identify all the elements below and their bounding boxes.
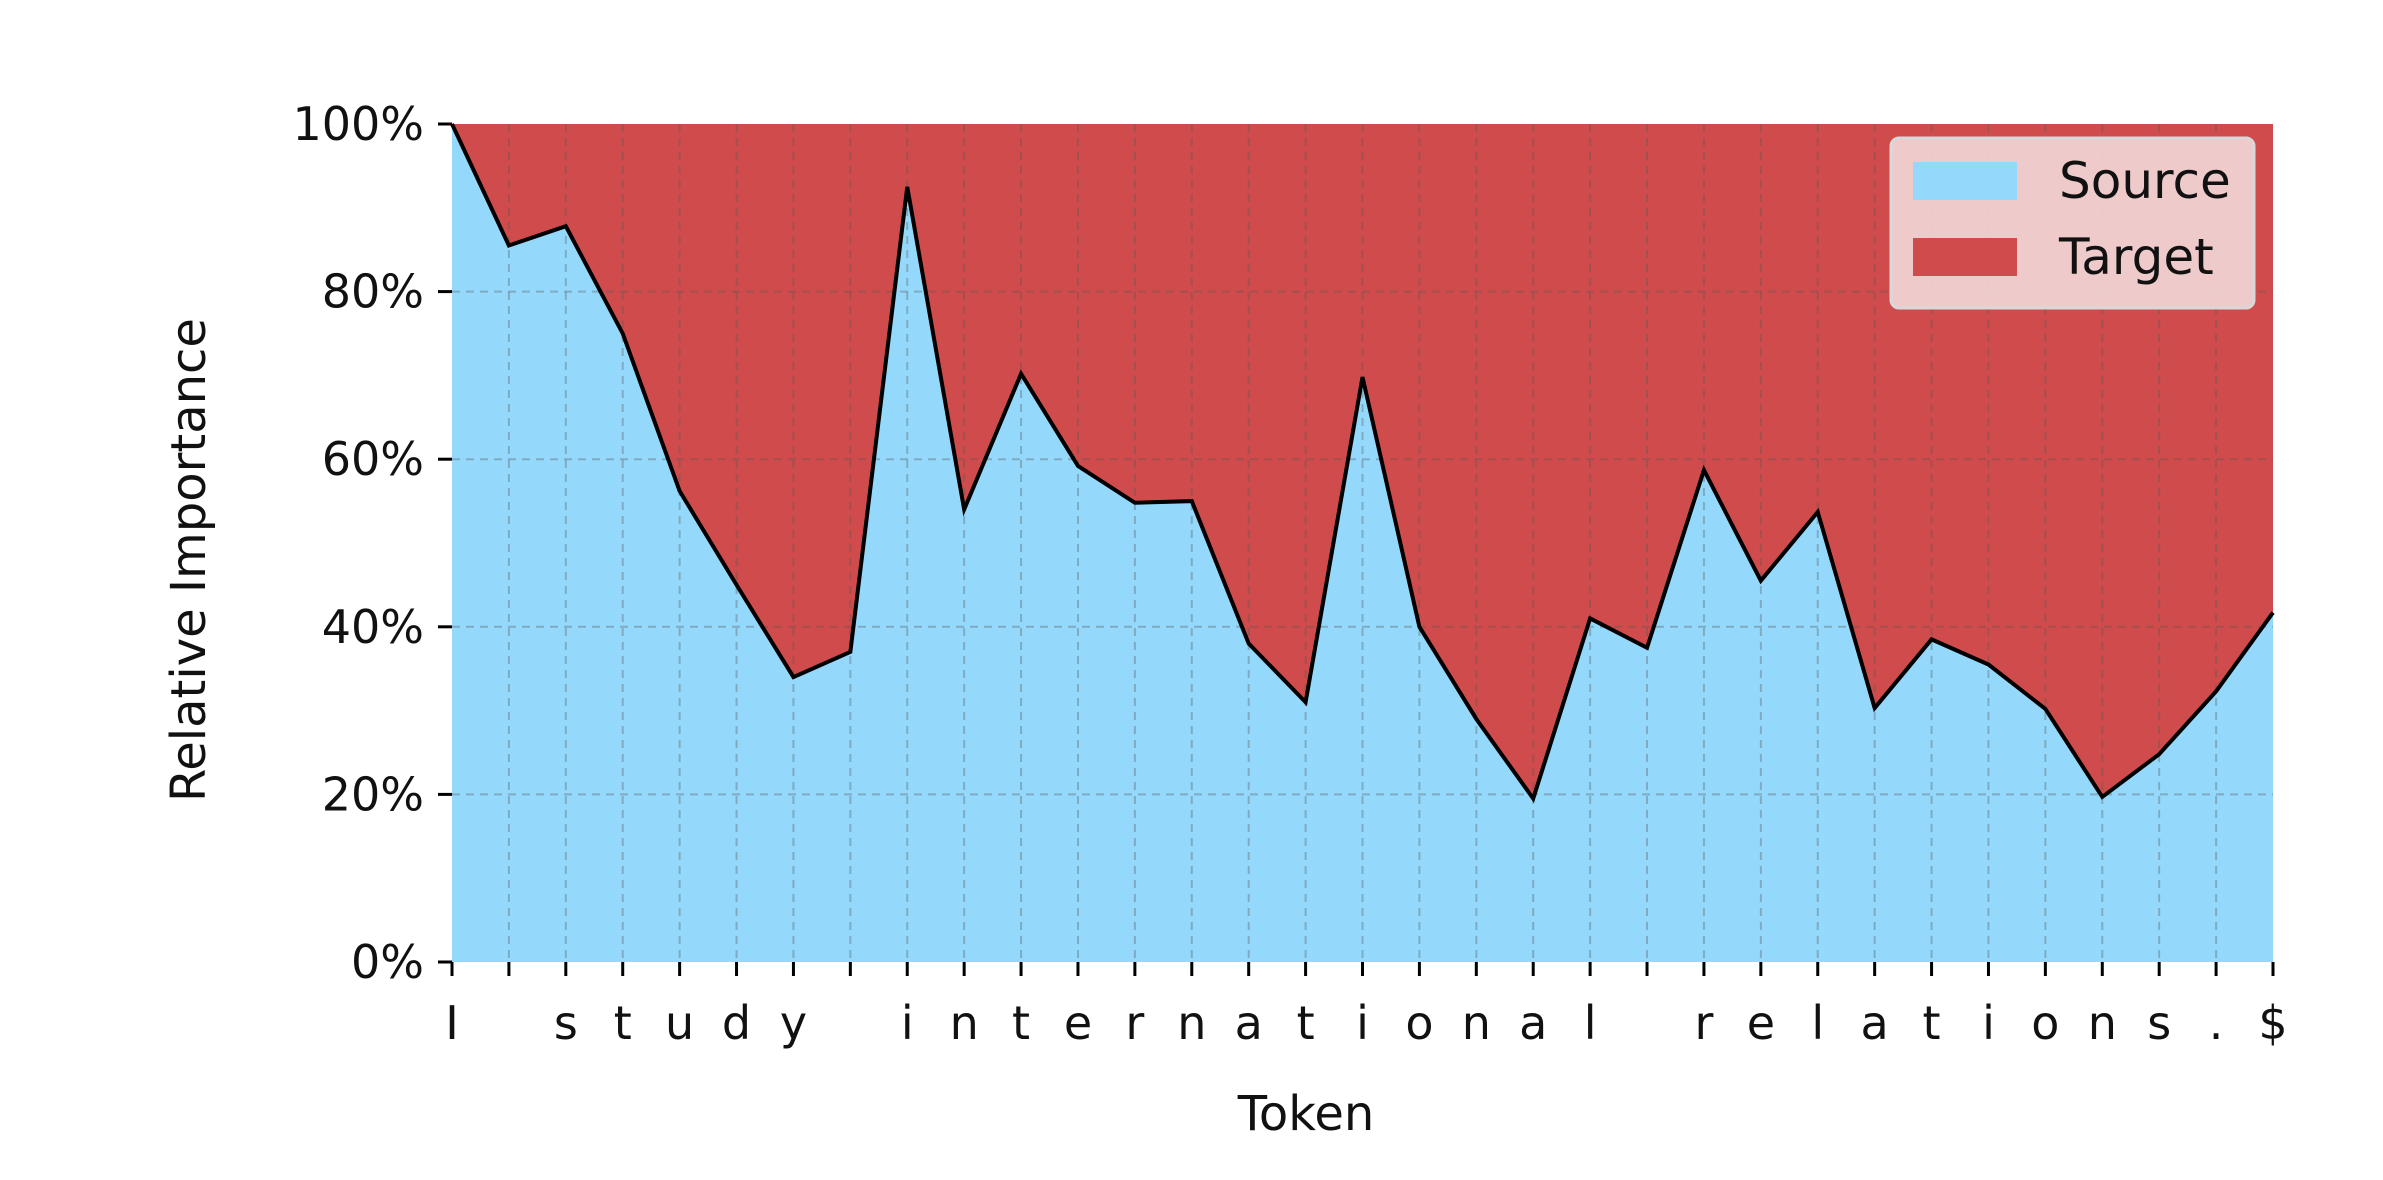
legend-label-source: Source <box>2059 152 2231 210</box>
x-tick-label: i <box>901 996 914 1050</box>
x-tick-label: u <box>665 996 694 1050</box>
x-tick-label: o <box>1405 996 1433 1050</box>
y-tick-label: 0% <box>351 935 424 989</box>
x-tick-label: e <box>1747 996 1775 1050</box>
x-tick-label: l <box>1811 996 1824 1050</box>
x-tick-label: . <box>2209 996 2224 1050</box>
y-tick-label: 60% <box>322 432 424 486</box>
area-source <box>452 124 2273 962</box>
x-tick-label: n <box>1177 996 1206 1050</box>
x-axis-title: Token <box>1237 1086 1375 1142</box>
area-target <box>452 124 2273 799</box>
x-tick-label: t <box>614 996 632 1050</box>
legend-swatch-source <box>1913 162 2017 200</box>
x-tick-label: a <box>1235 996 1263 1050</box>
x-tick-label: I <box>445 996 459 1050</box>
legend: Source Target <box>1889 136 2256 310</box>
plot-area <box>452 124 2273 962</box>
x-tick-label: a <box>1861 996 1889 1050</box>
legend-label-target: Target <box>2058 228 2214 286</box>
x-tick-label: d <box>722 996 751 1050</box>
y-axis-title: Relative Importance <box>161 318 217 802</box>
x-tick-label: r <box>1125 996 1144 1050</box>
legend-swatch-target <box>1913 238 2017 276</box>
y-tick-label: 40% <box>322 600 424 654</box>
x-tick-label: s <box>554 996 578 1050</box>
x-tick-label: t <box>1297 996 1315 1050</box>
x-tick-label: t <box>1012 996 1030 1050</box>
y-tick-label: 20% <box>322 767 424 821</box>
x-tick-label: i <box>1356 996 1369 1050</box>
x-tick-label: n <box>950 996 979 1050</box>
x-tick-label: o <box>2031 996 2059 1050</box>
x-tick-label: l <box>1584 996 1597 1050</box>
x-tick-label: t <box>1923 996 1941 1050</box>
x-tick-label: i <box>1982 996 1995 1050</box>
x-tick-label: s <box>2147 996 2171 1050</box>
x-tick-label: r <box>1694 996 1713 1050</box>
x-tick-label: n <box>2088 996 2117 1050</box>
x-tick-label: n <box>1462 996 1491 1050</box>
boundary-line-layer <box>450 123 2275 804</box>
x-tick-label: a <box>1519 996 1547 1050</box>
y-tick-label: 80% <box>322 265 424 319</box>
x-tick-label: $ <box>2258 996 2287 1050</box>
x-tick-label: y <box>780 996 807 1050</box>
y-tick-label: 100% <box>292 97 424 151</box>
x-tick-label: e <box>1064 996 1092 1050</box>
